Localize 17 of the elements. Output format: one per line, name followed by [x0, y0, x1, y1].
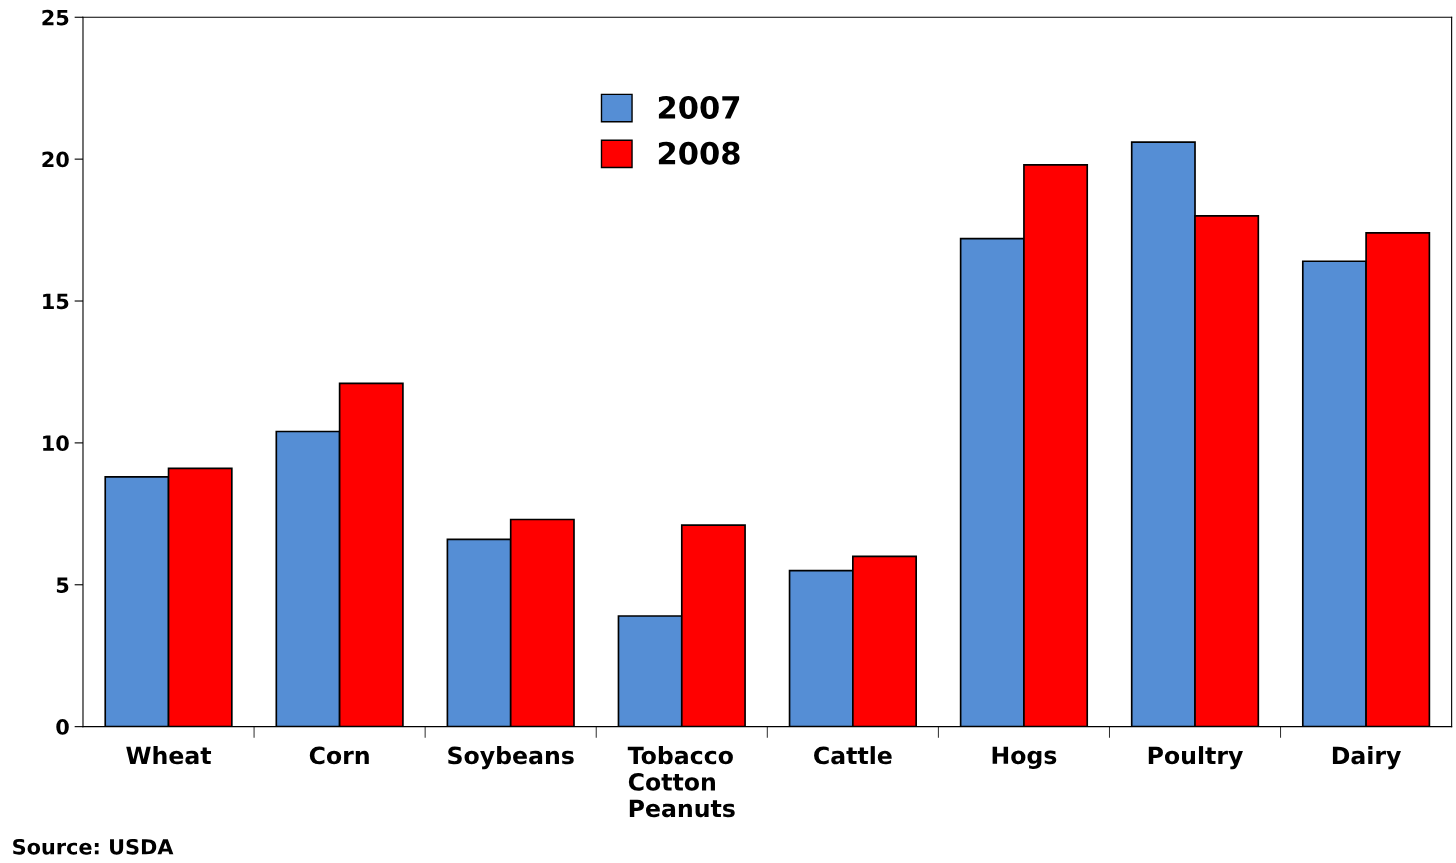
y-tick-label: 5 [56, 577, 69, 593]
x-tick-label: Hogs [992, 746, 1057, 769]
y-tick-label: 20 [42, 151, 69, 168]
y-tick-label: 15 [43, 293, 69, 310]
y-tick-label: 0 [56, 719, 69, 735]
x-tick-label: Wheat [126, 746, 212, 765]
x-tick-label: Dairy [1332, 746, 1401, 770]
x-tick-label: Soybeans [448, 746, 574, 770]
x-tick-label: Corn [309, 746, 369, 765]
y-tick-label: 25 [42, 9, 69, 26]
legend-label: 2008 [658, 141, 740, 165]
x-tick-label: Tobacco Cotton Peanuts [627, 746, 735, 818]
y-tick-label: 10 [43, 435, 69, 452]
x-tick-label: Cattle [814, 746, 892, 765]
x-tick-label: Poultry [1148, 746, 1243, 770]
source-note: Source: USDA [13, 838, 174, 855]
legend-label: 2007 [658, 95, 740, 119]
